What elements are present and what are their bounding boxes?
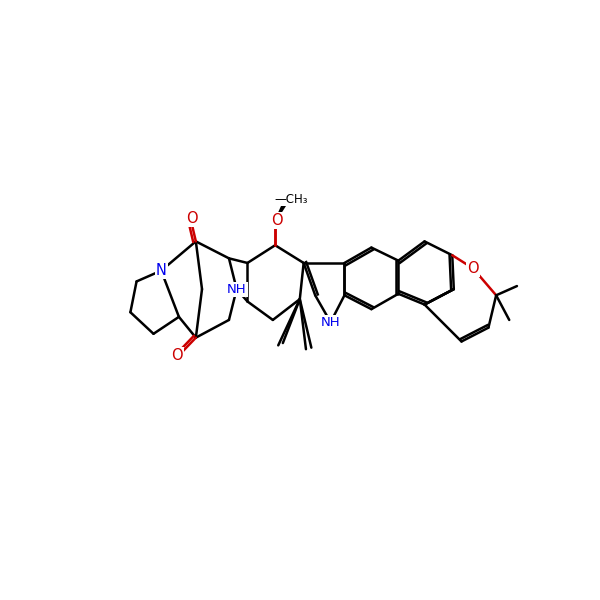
Text: O: O [269,213,281,228]
Text: —CH₃: —CH₃ [275,193,308,206]
Text: O: O [186,211,198,226]
Text: O: O [172,348,183,363]
Text: N: N [156,263,167,278]
Text: NH: NH [321,316,340,329]
Text: O: O [467,261,479,276]
Text: O: O [271,213,283,228]
Text: NH: NH [227,283,247,296]
